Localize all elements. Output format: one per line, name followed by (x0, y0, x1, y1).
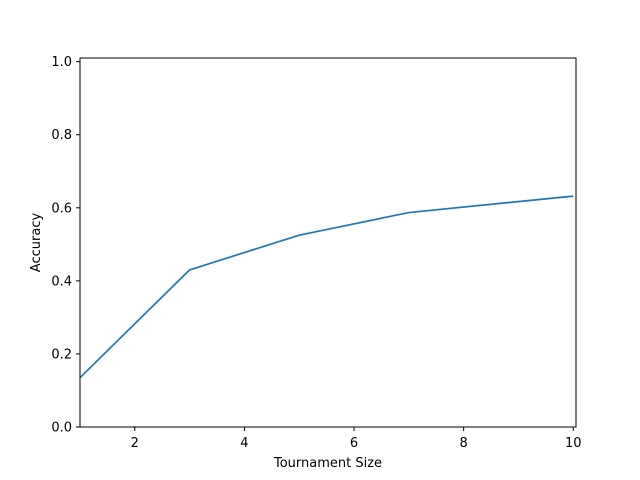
x-tick-label: 8 (460, 436, 468, 451)
series-line (79, 195, 574, 379)
y-tick-label: 1.0 (51, 55, 72, 70)
y-tick-label: 0.2 (51, 347, 72, 362)
x-tick-label: 6 (350, 436, 358, 451)
y-tick-label: 0.0 (51, 421, 72, 436)
x-axis-label: Tournament Size (273, 456, 382, 471)
y-tick-label: 0.6 (51, 201, 72, 216)
x-tick-label: 2 (131, 436, 139, 451)
y-tick-label: 0.4 (51, 274, 72, 289)
y-axis-label: Accuracy (29, 213, 44, 273)
x-tick-label: 10 (565, 436, 582, 451)
series-layer (79, 195, 574, 379)
axis-ticks: 2 4 6 8 10 0.0 0.2 0.4 0.6 0.8 1.0 (51, 55, 581, 451)
plot-frame (79, 57, 577, 428)
x-tick-label: 4 (240, 436, 248, 451)
y-tick-label: 0.8 (51, 128, 72, 143)
